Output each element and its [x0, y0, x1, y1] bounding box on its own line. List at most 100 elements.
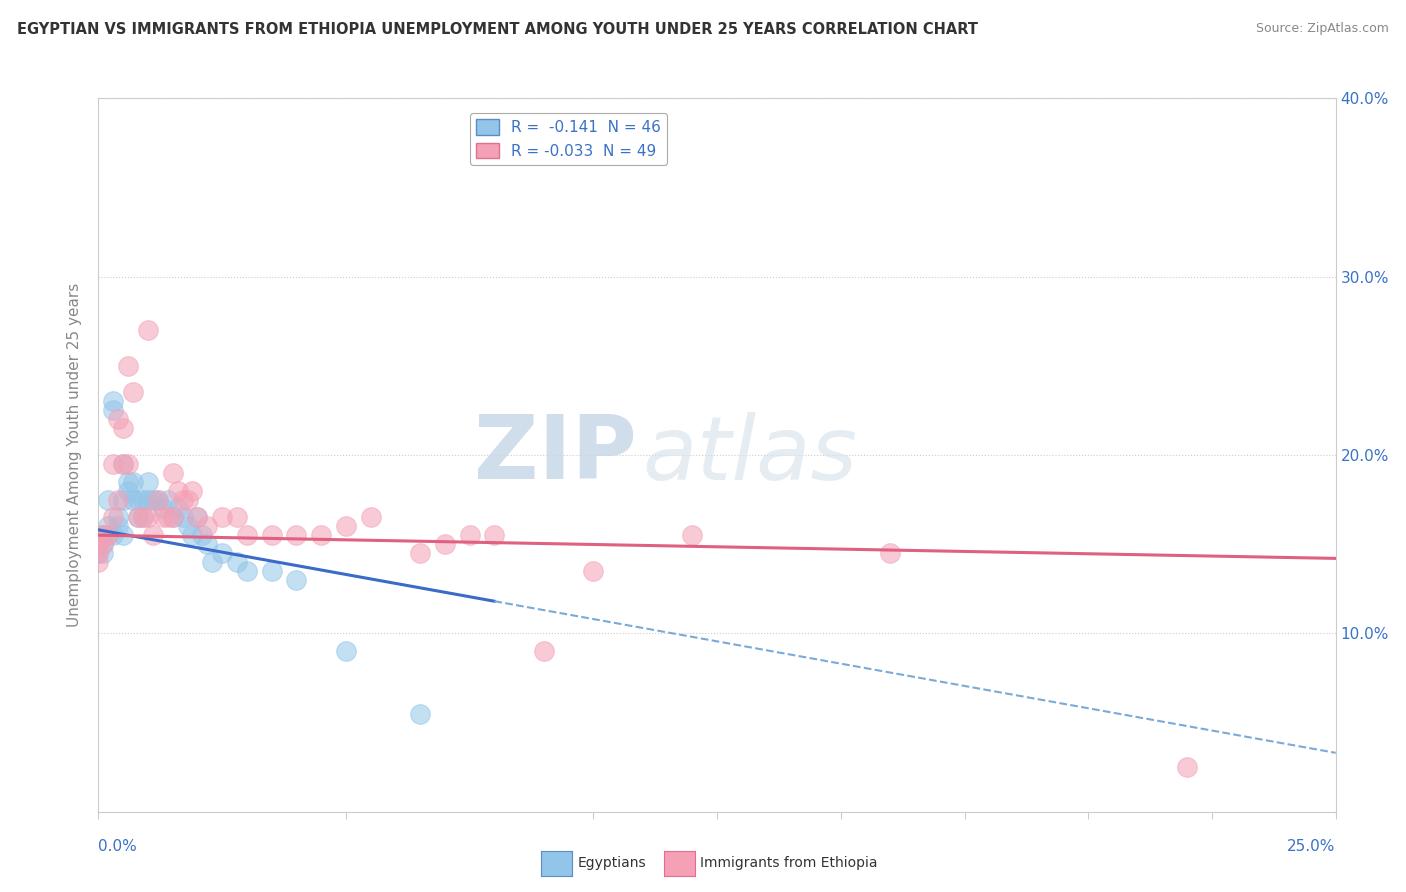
Point — [112, 457, 135, 471]
Point — [122, 475, 145, 489]
Point — [433, 537, 456, 551]
Point — [93, 528, 115, 542]
Point — [122, 492, 145, 507]
Point — [87, 528, 110, 542]
Point — [136, 323, 159, 337]
Point — [166, 501, 188, 516]
Point — [533, 644, 555, 658]
Point — [176, 492, 198, 507]
Point — [117, 483, 139, 498]
Point — [107, 519, 129, 533]
Point — [132, 510, 155, 524]
Point — [103, 403, 125, 417]
Point — [93, 537, 115, 551]
Point — [260, 564, 283, 578]
Point — [107, 492, 129, 507]
Point — [236, 528, 259, 542]
Text: Egyptians: Egyptians — [578, 856, 647, 871]
Point — [93, 537, 115, 551]
Text: 0.0%: 0.0% — [98, 839, 138, 854]
Point — [360, 510, 382, 524]
Point — [97, 528, 120, 542]
Point — [112, 528, 135, 542]
Point — [335, 644, 357, 658]
Point — [117, 475, 139, 489]
Point — [117, 359, 139, 373]
Text: 25.0%: 25.0% — [1288, 839, 1336, 854]
Point — [152, 501, 174, 516]
Point — [335, 519, 357, 533]
Point — [195, 537, 218, 551]
Point — [152, 510, 174, 524]
Point — [146, 492, 169, 507]
Point — [103, 457, 125, 471]
Point — [112, 492, 135, 507]
Point — [879, 546, 901, 560]
Point — [132, 510, 155, 524]
Point — [107, 510, 129, 524]
Point — [127, 510, 149, 524]
Point — [211, 510, 233, 524]
Point — [103, 510, 125, 524]
Point — [582, 564, 605, 578]
Point — [103, 394, 125, 409]
Point — [309, 528, 332, 542]
Point — [132, 492, 155, 507]
Point — [484, 528, 506, 542]
Point — [201, 555, 224, 569]
Point — [260, 528, 283, 542]
Point — [236, 564, 259, 578]
Point — [172, 510, 194, 524]
Point — [226, 555, 249, 569]
Point — [112, 421, 135, 435]
Text: atlas: atlas — [643, 412, 858, 498]
Point — [1175, 760, 1198, 774]
Point — [211, 546, 233, 560]
Legend: R =  -0.141  N = 46, R = -0.033  N = 49: R = -0.141 N = 46, R = -0.033 N = 49 — [470, 113, 668, 165]
Text: ZIP: ZIP — [474, 411, 637, 499]
Y-axis label: Unemployment Among Youth under 25 years: Unemployment Among Youth under 25 years — [67, 283, 83, 627]
Point — [181, 528, 204, 542]
Point — [117, 457, 139, 471]
Point — [136, 510, 159, 524]
Point — [285, 573, 308, 587]
Point — [93, 546, 115, 560]
Point — [112, 457, 135, 471]
Point — [127, 492, 149, 507]
Point — [681, 528, 703, 542]
Point — [458, 528, 481, 542]
Point — [162, 510, 184, 524]
Point — [146, 492, 169, 507]
Point — [162, 466, 184, 480]
Text: Source: ZipAtlas.com: Source: ZipAtlas.com — [1256, 22, 1389, 36]
Point — [93, 528, 115, 542]
Point — [191, 528, 214, 542]
Point — [195, 519, 218, 533]
Point — [87, 555, 110, 569]
Point — [142, 528, 165, 542]
Point — [97, 492, 120, 507]
Point — [87, 546, 110, 560]
Point — [142, 492, 165, 507]
Text: Immigrants from Ethiopia: Immigrants from Ethiopia — [700, 856, 877, 871]
Point — [181, 483, 204, 498]
Point — [122, 385, 145, 400]
Point — [103, 528, 125, 542]
Point — [285, 528, 308, 542]
Point — [156, 510, 179, 524]
Point — [127, 510, 149, 524]
Point — [97, 519, 120, 533]
Point — [186, 510, 208, 524]
Point — [136, 492, 159, 507]
Point — [136, 475, 159, 489]
Text: EGYPTIAN VS IMMIGRANTS FROM ETHIOPIA UNEMPLOYMENT AMONG YOUTH UNDER 25 YEARS COR: EGYPTIAN VS IMMIGRANTS FROM ETHIOPIA UNE… — [17, 22, 977, 37]
Point — [87, 537, 110, 551]
Point — [172, 492, 194, 507]
Point — [87, 537, 110, 551]
Point — [87, 546, 110, 560]
Point — [97, 528, 120, 542]
Point — [156, 492, 179, 507]
Point — [166, 483, 188, 498]
Point — [186, 510, 208, 524]
Point — [107, 412, 129, 426]
